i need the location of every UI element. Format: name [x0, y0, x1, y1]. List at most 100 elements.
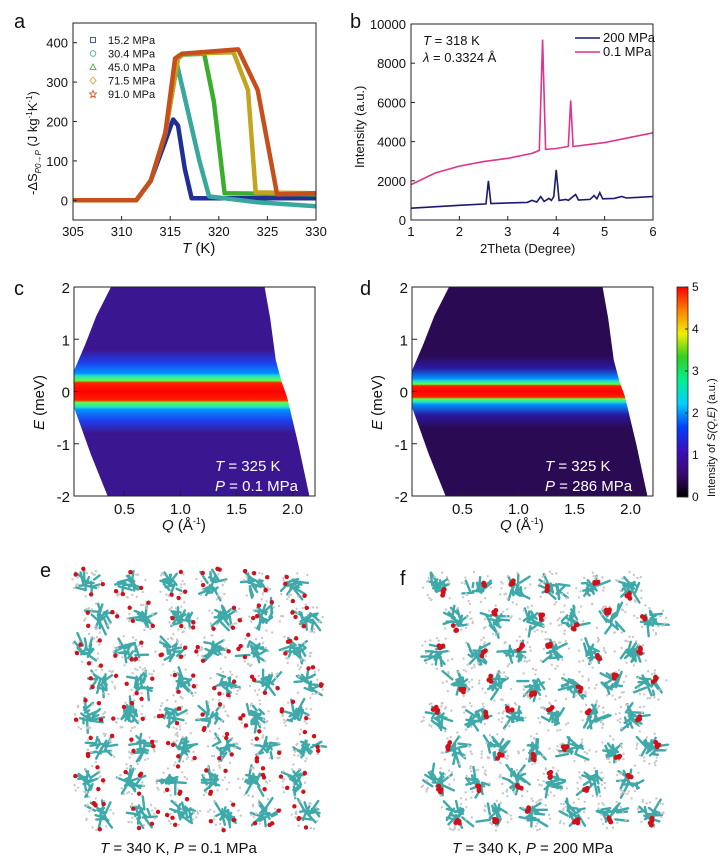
hydrogen-atom — [623, 791, 626, 795]
hydrogen-atom — [273, 807, 277, 811]
hydrogen-atom — [622, 680, 626, 684]
hydrogen-atom — [542, 647, 545, 651]
oxygen-atom — [604, 610, 609, 616]
molecule — [635, 732, 670, 767]
hydrogen-atom — [206, 766, 210, 769]
carbon-bond — [219, 621, 230, 632]
molecule — [464, 765, 491, 799]
hydrogen-atom — [635, 744, 639, 747]
hydrogen-atom — [213, 810, 216, 813]
hydrogen-atom — [111, 680, 114, 684]
hydrogen-atom — [133, 767, 137, 771]
hydrogen-atom — [112, 650, 115, 653]
molecule — [475, 799, 513, 832]
hydrogen-atom — [196, 812, 200, 815]
hydrogen-atom — [223, 639, 226, 642]
hydrogen-atom — [506, 597, 509, 600]
x-tick-label: 2.0 — [620, 501, 641, 518]
carbon-bond — [583, 771, 593, 779]
hydrogen-atom — [605, 757, 609, 761]
hydrogen-atom — [249, 704, 252, 707]
hydrogen-atom — [200, 646, 203, 649]
hydrogen-atom — [529, 735, 533, 738]
hydrogen-atom — [180, 705, 183, 709]
hydrogen-atom — [456, 607, 459, 610]
hydrogen-atom — [556, 745, 559, 748]
carbon-bond — [94, 746, 104, 760]
hydrogen-atom — [243, 793, 246, 797]
annotation-temperature: T = 325 K — [215, 458, 280, 475]
molecule — [290, 797, 321, 831]
molecule — [115, 763, 147, 796]
y-tick-label: 0 — [61, 193, 68, 208]
molecule — [577, 636, 607, 669]
hydrogen-atom — [578, 771, 581, 774]
oxygen-atom — [73, 773, 78, 779]
hydrogen-atom — [550, 663, 554, 666]
hydrogen-atom — [459, 802, 463, 806]
hydrogen-atom — [590, 603, 594, 606]
oxygen-atom — [127, 605, 132, 610]
hydrogen-atom — [469, 750, 473, 753]
carbon-bond — [586, 708, 598, 719]
hydrogen-atom — [85, 817, 88, 820]
hydrogen-atom — [530, 604, 534, 607]
hydrogen-atom — [621, 790, 624, 793]
hydrogen-atom — [595, 699, 599, 703]
oxygen-atom — [636, 715, 642, 721]
hydrogen-atom — [611, 694, 614, 697]
hydrogen-atom — [76, 705, 80, 709]
carbon-bond — [623, 716, 629, 729]
hydrogen-atom — [100, 579, 103, 583]
carbon-bond — [479, 611, 493, 618]
carbon-bond — [91, 707, 102, 717]
carbon-bond — [596, 809, 608, 814]
hydrogen-atom — [282, 718, 286, 721]
hydrogen-atom — [505, 722, 508, 725]
hydrogen-atom — [309, 652, 312, 655]
hydrogen-atom — [619, 589, 622, 593]
oxygen-atom — [293, 614, 298, 620]
hydrogen-atom — [155, 781, 158, 785]
hydrogen-atom — [602, 605, 605, 609]
oxygen-atom — [226, 692, 231, 698]
hydrogen-atom — [661, 802, 664, 806]
hydrogen-atom — [496, 631, 500, 634]
carbon-bond — [635, 779, 645, 786]
carbon-bond — [146, 685, 150, 702]
hydrogen-atom — [425, 779, 429, 782]
hydrogen-atom — [499, 761, 502, 765]
oxygen-atom — [256, 603, 262, 608]
hydrogen-atom — [74, 584, 78, 587]
carbon-bond — [169, 775, 176, 781]
hydrogen-atom — [473, 665, 476, 669]
carbon-bond — [596, 785, 601, 794]
carbon-bond — [591, 719, 598, 723]
carbon-bond — [570, 744, 584, 750]
hydrogen-atom — [542, 581, 545, 584]
hydrogen-atom — [446, 690, 450, 693]
carbon-bond — [509, 716, 525, 722]
carbon-bond — [89, 770, 101, 780]
hydrogen-atom — [504, 675, 507, 678]
oxygen-atom — [279, 709, 285, 714]
molecule — [248, 596, 285, 634]
carbon-bond — [614, 620, 626, 633]
hydrogen-atom — [185, 712, 188, 715]
hydrogen-atom — [248, 684, 252, 688]
carbon-bond — [535, 688, 542, 697]
hydrogen-atom — [518, 635, 521, 638]
hydrogen-atom — [655, 797, 658, 800]
hydrogen-atom — [181, 735, 185, 739]
hydrogen-atom — [648, 762, 651, 765]
hydrogen-atom — [228, 761, 232, 764]
molecule — [279, 572, 310, 604]
carbon-bond — [454, 799, 460, 813]
hydrogen-atom — [552, 640, 556, 643]
hydrogen-atom — [263, 660, 267, 663]
hydrogen-atom — [653, 695, 656, 699]
hydrogen-atom — [469, 770, 473, 773]
hydrogen-atom — [548, 747, 551, 750]
carbon-bond — [533, 620, 545, 626]
hydrogen-atom — [441, 681, 444, 684]
